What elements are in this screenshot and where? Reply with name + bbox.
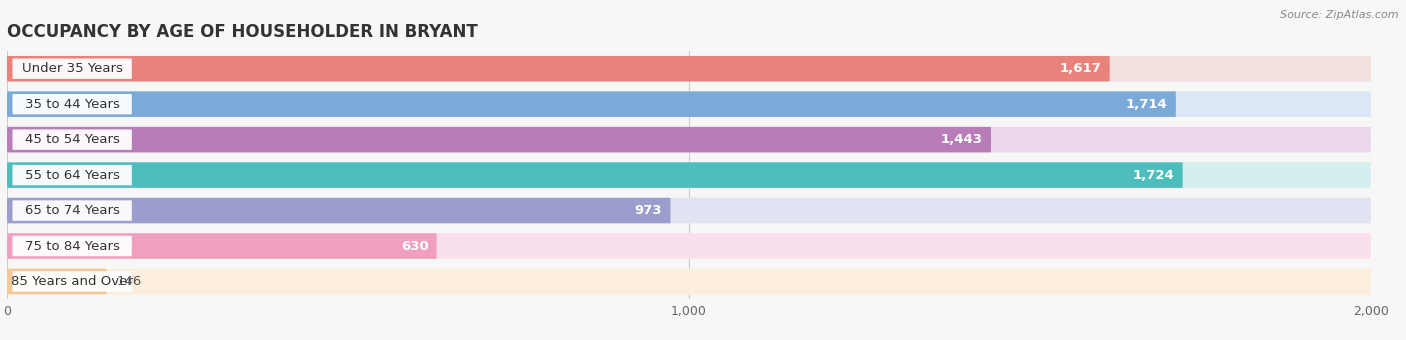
FancyBboxPatch shape — [7, 127, 991, 152]
FancyBboxPatch shape — [7, 56, 1109, 82]
Text: 1,443: 1,443 — [941, 133, 983, 146]
FancyBboxPatch shape — [13, 200, 132, 221]
Text: 146: 146 — [117, 275, 142, 288]
FancyBboxPatch shape — [13, 58, 132, 79]
Text: 1,714: 1,714 — [1126, 98, 1167, 111]
FancyBboxPatch shape — [7, 269, 1371, 294]
FancyBboxPatch shape — [7, 198, 671, 223]
FancyBboxPatch shape — [7, 162, 1371, 188]
Text: 85 Years and Over: 85 Years and Over — [11, 275, 134, 288]
Text: 55 to 64 Years: 55 to 64 Years — [25, 169, 120, 182]
Text: 75 to 84 Years: 75 to 84 Years — [25, 239, 120, 253]
FancyBboxPatch shape — [13, 165, 132, 185]
Text: 45 to 54 Years: 45 to 54 Years — [25, 133, 120, 146]
FancyBboxPatch shape — [7, 91, 1371, 117]
Text: 1,617: 1,617 — [1060, 62, 1101, 75]
Text: 35 to 44 Years: 35 to 44 Years — [25, 98, 120, 111]
Text: 1,724: 1,724 — [1133, 169, 1174, 182]
FancyBboxPatch shape — [13, 130, 132, 150]
Text: Source: ZipAtlas.com: Source: ZipAtlas.com — [1281, 10, 1399, 20]
FancyBboxPatch shape — [7, 91, 1175, 117]
Text: OCCUPANCY BY AGE OF HOUSEHOLDER IN BRYANT: OCCUPANCY BY AGE OF HOUSEHOLDER IN BRYAN… — [7, 23, 478, 41]
Text: 973: 973 — [636, 204, 662, 217]
FancyBboxPatch shape — [13, 236, 132, 256]
Text: 65 to 74 Years: 65 to 74 Years — [25, 204, 120, 217]
FancyBboxPatch shape — [7, 233, 437, 259]
FancyBboxPatch shape — [7, 233, 1371, 259]
FancyBboxPatch shape — [13, 271, 132, 292]
FancyBboxPatch shape — [7, 162, 1182, 188]
FancyBboxPatch shape — [7, 56, 1371, 82]
FancyBboxPatch shape — [7, 127, 1371, 152]
Text: 630: 630 — [401, 239, 429, 253]
FancyBboxPatch shape — [7, 198, 1371, 223]
FancyBboxPatch shape — [7, 269, 107, 294]
Text: Under 35 Years: Under 35 Years — [21, 62, 122, 75]
FancyBboxPatch shape — [13, 94, 132, 114]
